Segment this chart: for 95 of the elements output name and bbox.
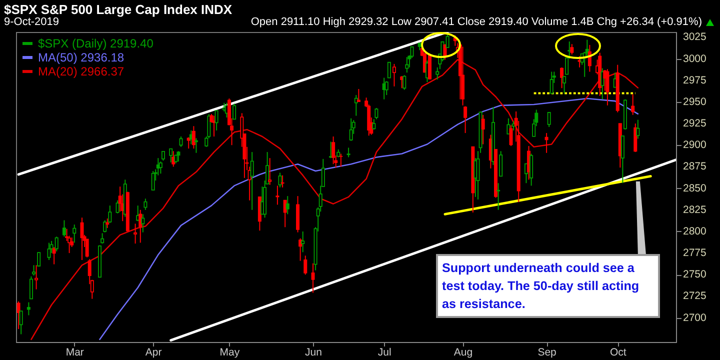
x-tick-label: May bbox=[220, 346, 240, 358]
legend-label: MA(50) 2936.18 bbox=[38, 50, 124, 64]
x-tick-label: Apr bbox=[145, 346, 162, 358]
candlestick bbox=[100, 232, 104, 244]
y-tick-label: 2775 bbox=[683, 247, 707, 260]
candlestick bbox=[636, 119, 640, 140]
candlestick bbox=[436, 66, 440, 80]
candlestick bbox=[16, 300, 20, 330]
candlestick bbox=[179, 136, 183, 148]
candlestick bbox=[349, 118, 353, 142]
chart-title: $SPX S&P 500 Large Cap Index INDX bbox=[4, 2, 232, 17]
y-tick-label: 2975 bbox=[683, 74, 707, 86]
candlestick bbox=[634, 123, 638, 153]
candlestick bbox=[161, 150, 165, 162]
candlestick bbox=[280, 174, 284, 188]
candlestick bbox=[151, 170, 155, 191]
candlestick bbox=[570, 44, 574, 55]
x-tick-label: Oct bbox=[610, 346, 626, 358]
candlestick bbox=[544, 132, 548, 154]
candlestick bbox=[301, 230, 305, 253]
candlestick bbox=[19, 310, 23, 335]
candlestick bbox=[461, 46, 465, 106]
y-tick-label: 2700 bbox=[683, 312, 707, 324]
candlestick bbox=[547, 112, 551, 128]
candlestick bbox=[278, 172, 282, 188]
candlestick bbox=[37, 252, 41, 267]
candlestick bbox=[506, 118, 510, 134]
candlestick bbox=[134, 223, 138, 244]
candlestick bbox=[631, 94, 635, 116]
candlestick bbox=[304, 255, 308, 276]
candlestick bbox=[606, 68, 610, 106]
candlestick bbox=[32, 264, 36, 276]
y-tick-label: 3025 bbox=[683, 31, 707, 44]
annotation: Support underneath could see a test today. The 50-day still acting as resistance. bbox=[436, 254, 660, 318]
text: 9-Oct-2019 bbox=[4, 16, 60, 28]
candlestick bbox=[499, 150, 503, 177]
candlestick bbox=[550, 71, 554, 94]
chart-subtitle: Open 2911.10 High 2929.32 Low 2907.41 Close 2919.40 Volume 1.4B Chg +26.34 (+0.91%) bbox=[250, 16, 702, 28]
candlestick bbox=[311, 262, 315, 294]
candlestick bbox=[72, 224, 76, 244]
candlestick bbox=[384, 80, 388, 96]
candlestick bbox=[268, 158, 272, 186]
candlestick bbox=[332, 136, 336, 165]
candlestick bbox=[232, 103, 236, 120]
x-tick-label: Sep bbox=[538, 346, 557, 358]
candlestick bbox=[194, 138, 198, 154]
y-tick-label: 2925 bbox=[683, 118, 707, 130]
candlestick bbox=[85, 238, 89, 258]
candlestick bbox=[560, 66, 564, 89]
candlestick bbox=[443, 44, 447, 60]
candlestick bbox=[374, 107, 378, 120]
candlestick bbox=[356, 88, 360, 102]
candlestick bbox=[62, 220, 66, 238]
candlestick bbox=[496, 182, 500, 210]
candlestick bbox=[26, 302, 30, 316]
y-tick-label: 3000 bbox=[683, 52, 707, 65]
candlestick bbox=[346, 147, 350, 158]
candlestick bbox=[446, 34, 450, 48]
candlestick bbox=[116, 200, 120, 214]
candlestick bbox=[620, 135, 624, 184]
candlestick bbox=[354, 94, 358, 116]
candlestick bbox=[578, 56, 582, 68]
candlestick bbox=[144, 198, 148, 210]
y-tick-label: 2750 bbox=[683, 268, 707, 281]
candlestick bbox=[286, 196, 290, 215]
candlestick bbox=[402, 74, 406, 90]
candlestick bbox=[276, 185, 280, 206]
candlestick bbox=[372, 118, 376, 130]
y-tick-label: 2900 bbox=[683, 139, 707, 152]
candlestick bbox=[141, 214, 145, 233]
candlestick bbox=[47, 242, 51, 260]
x-tick-label: Mar bbox=[66, 346, 84, 358]
x-tick-label: Jun bbox=[305, 346, 322, 358]
line-series bbox=[99, 98, 639, 340]
y-tick-label: 2725 bbox=[683, 290, 707, 302]
legend-label: MA(20) 2966.37 bbox=[38, 64, 124, 78]
candlestick bbox=[481, 114, 485, 145]
y-tick-label: 2850 bbox=[683, 182, 707, 194]
y-tick-label: 2950 bbox=[683, 96, 707, 108]
candlestick bbox=[509, 124, 513, 146]
y-tick-label: 2875 bbox=[683, 160, 707, 173]
y-tick-label: 2800 bbox=[683, 225, 707, 238]
candlestick bbox=[176, 150, 180, 162]
legend-label: $SPX (Daily) 2919.40 bbox=[38, 36, 154, 50]
candlestick bbox=[214, 110, 218, 131]
y-tick-label: 2825 bbox=[683, 204, 707, 216]
candlestick bbox=[339, 153, 343, 168]
candlestick bbox=[106, 218, 110, 229]
candlestick bbox=[158, 161, 162, 174]
candlestick bbox=[405, 56, 409, 74]
candlestick bbox=[410, 46, 414, 58]
x-tick-label: Aug bbox=[454, 346, 473, 358]
candlestick bbox=[464, 106, 468, 134]
candlestick bbox=[52, 246, 56, 265]
x-tick-label: Jul bbox=[378, 346, 392, 358]
